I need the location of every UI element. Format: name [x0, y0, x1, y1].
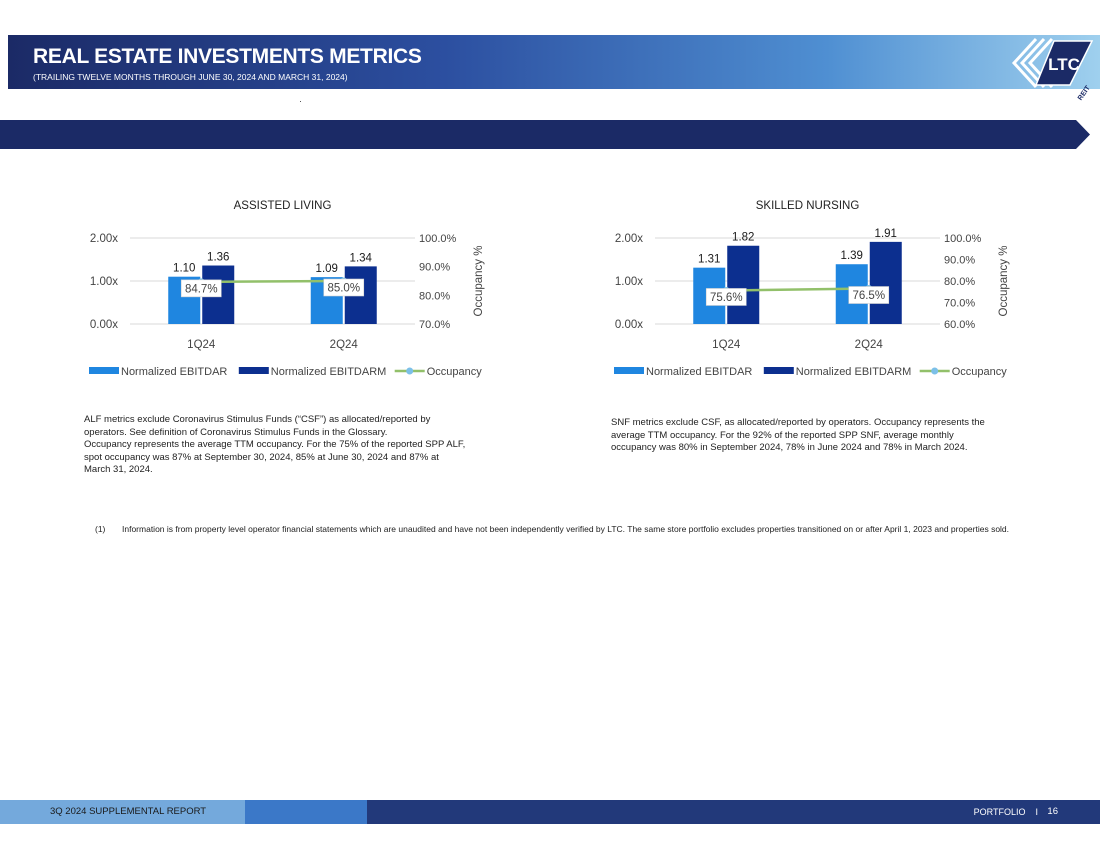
page-subtitle: (TRAILING TWELVE MONTHS THROUGH JUNE 30,…	[33, 72, 348, 82]
alf-y2-tick-label: 100.0%	[419, 233, 457, 245]
alf-bar-value-label: 1.10	[173, 263, 195, 275]
snf-legend-label: Normalized EBITDAR	[646, 366, 752, 378]
alf-bar-value-label: 1.09	[316, 263, 338, 275]
footer-segment-light	[0, 800, 245, 824]
alf-legend-label: Normalized EBITDAR	[121, 366, 227, 378]
snf-y-tick-label: 2.00x	[615, 233, 643, 245]
alf-title: ASSISTED LIVING	[234, 200, 332, 212]
snf-y2-axis-label: Occupancy %	[998, 246, 1010, 317]
snf-occupancy-label-box	[705, 288, 747, 306]
footer-separator: I	[1035, 807, 1038, 817]
snf-title: SKILLED NURSING	[756, 200, 860, 212]
assisted-living-chart: ASSISTED LIVING 0.00x 1.00x 2.00x 70.0% 80.0%…	[89, 200, 485, 378]
header-banner: REAL ESTATE INVESTMENTS METRICS (TRAILIN…	[8, 35, 1100, 101]
alf-y-tick-label: 0.00x	[90, 319, 118, 331]
page-title: REAL ESTATE INVESTMENTS METRICS	[33, 45, 422, 68]
footer-segment-mid	[245, 800, 367, 824]
alf-bar-value-label: 1.36	[207, 252, 229, 264]
snf-bar	[727, 245, 760, 324]
snf-y2-tick-label: 90.0%	[944, 255, 975, 267]
footnote-number: (1)	[95, 524, 106, 534]
alf-y2-axis-label: Occupancy %	[473, 246, 485, 317]
alf-legend-swatch	[238, 367, 269, 374]
snf-occupancy-label-box	[848, 286, 890, 304]
snf-legend-swatch	[614, 367, 644, 374]
skilled-nursing-chart: SKILLED NURSING 0.00x 1.00x 2.00x 60.0% 70.0%…	[614, 200, 1010, 378]
alf-y2-tick-label: 80.0%	[419, 290, 450, 302]
alf-legend-marker	[406, 367, 414, 375]
snf-y2-tick-label: 100.0%	[944, 233, 982, 245]
snf-legend-label: Normalized EBITDARM	[796, 366, 912, 378]
snf-legend-label: Occupancy	[952, 366, 1008, 378]
snf-legend-swatch	[763, 367, 794, 374]
snf-note-line: average TTM occupancy. For the 92% of th…	[611, 429, 954, 441]
alf-note-line: operators. See definition of Coronavirus…	[84, 426, 388, 438]
alf-legend-swatch	[89, 367, 119, 374]
section-title: SAME PROPERTY PORTFOLIO (“SPP”) COVERAGE…	[0, 0, 1100, 29]
snf-y-tick-label: 1.00x	[615, 276, 643, 288]
alf-note-line: ALF metrics exclude Coronavirus Stimulus…	[84, 414, 431, 425]
snf-legend-marker	[931, 367, 939, 375]
alf-note: ALF metrics exclude Coronavirus Stimulus…	[84, 414, 524, 477]
section-band	[0, 120, 1090, 149]
alf-note-line: Occupancy represents the average TTM occ…	[84, 439, 466, 450]
footer-report-name: 3Q 2024 SUPPLEMENTAL REPORT	[50, 806, 207, 817]
section-title-text: SAME PROPERTY PORTFOLIO (“SPP”) COVERAGE…	[329, 9, 760, 26]
logo-sub-text: REIT	[1077, 84, 1092, 101]
ltc-logo: LTC REIT	[1011, 37, 1094, 101]
snf-x-tick-label: 1Q24	[712, 339, 741, 351]
logo-text: LTC	[1048, 55, 1080, 74]
alf-y2-tick-label: 90.0%	[419, 262, 450, 274]
snf-bar	[869, 241, 902, 324]
snf-y-tick-label: 0.00x	[615, 319, 643, 331]
snf-occupancy-label: 76.5%	[852, 290, 885, 302]
alf-legend-label: Normalized EBITDARM	[271, 366, 387, 378]
snf-bar-value-label: 1.39	[841, 250, 863, 262]
alf-bar-value-label: 1.34	[350, 252, 373, 264]
snf-bar-value-label: 1.82	[732, 232, 754, 244]
footer-section: PORTFOLIO I	[974, 800, 1038, 824]
snf-y2-tick-label: 80.0%	[944, 276, 975, 288]
snf-note: SNF metrics exclude CSF, as allocated/re…	[611, 417, 1051, 455]
section-title-superscript: (1)	[759, 9, 771, 19]
footer-section-label: PORTFOLIO	[973, 807, 1026, 817]
alf-occupancy-label: 84.7%	[185, 283, 218, 295]
alf-y-tick-label: 1.00x	[90, 276, 118, 288]
snf-note-line: SNF metrics exclude CSF, as allocated/re…	[611, 417, 985, 428]
snf-y2-tick-label: 60.0%	[944, 319, 975, 331]
alf-y2-tick-label: 70.0%	[419, 319, 450, 331]
footer-page-number: 16	[1047, 806, 1058, 817]
alf-occupancy-label-box	[323, 278, 365, 297]
footer-bar: 3Q 2024 SUPPLEMENTAL REPORT PORTFOLIO I …	[0, 800, 1100, 824]
alf-occupancy-label: 85.0%	[327, 283, 360, 295]
stray-dot	[300, 101, 301, 102]
alf-y-tick-label: 2.00x	[90, 233, 118, 245]
footnote-text: Information is from property level opera…	[122, 524, 1010, 534]
snf-note-line: occupancy was 80% in September 2024, 78%…	[611, 442, 968, 453]
alf-x-tick-label: 1Q24	[187, 339, 216, 351]
alf-occupancy-label-box	[180, 279, 222, 298]
alf-legend-label: Occupancy	[427, 366, 483, 378]
alf-note-line: spot occupancy was 87% at September 30, …	[84, 451, 439, 463]
snf-occupancy-label: 75.6%	[710, 292, 743, 304]
alf-note-line: March 31, 2024.	[84, 464, 153, 475]
snf-x-tick-label: 2Q24	[855, 339, 884, 351]
snf-occupancy-line	[726, 287, 869, 292]
snf-y2-tick-label: 70.0%	[944, 298, 975, 310]
alf-x-tick-label: 2Q24	[330, 339, 359, 351]
snf-bar-value-label: 1.31	[698, 254, 720, 266]
alf-occupancy-line	[201, 279, 344, 284]
snf-bar-value-label: 1.91	[875, 228, 897, 240]
